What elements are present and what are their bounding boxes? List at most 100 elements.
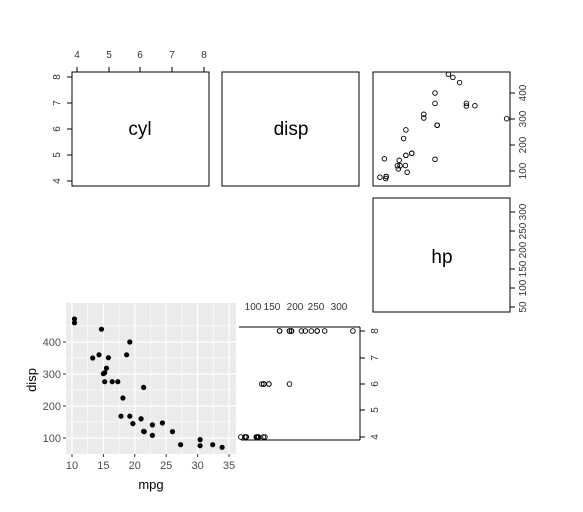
tick-cyl-right-5: 5 xyxy=(370,407,381,413)
ggplot-point xyxy=(141,384,147,390)
hp-disp-point xyxy=(432,156,438,163)
ggplot-point xyxy=(178,442,184,448)
ggplot-point xyxy=(71,316,78,322)
hp-disp-point xyxy=(445,71,452,78)
hp-cyl-point xyxy=(350,328,356,334)
tick-hp-y-150: 150 xyxy=(518,260,529,277)
hp-cyl-points xyxy=(238,328,356,440)
tick-cyl-right-6: 6 xyxy=(370,381,381,387)
tick-cyl-y-7: 7 xyxy=(52,100,63,106)
hp-cyl-point xyxy=(253,434,259,440)
tick-hp-x-150: 150 xyxy=(264,302,281,313)
ggplot-point xyxy=(197,443,203,449)
ggplot-x-tick-label: 30 xyxy=(191,460,203,472)
hp-cyl-point xyxy=(298,328,305,334)
ggplot-point xyxy=(124,352,130,358)
axis-hp-right xyxy=(509,211,515,308)
hp-disp-point xyxy=(472,102,478,109)
hp-cyl-point xyxy=(238,434,244,440)
tick-cyl-x-4: 4 xyxy=(74,50,80,61)
diagonal-label-disp: disp xyxy=(274,119,309,140)
hp-disp-points xyxy=(377,71,510,182)
ggplot-x-tick-label: 10 xyxy=(66,460,78,472)
hp-disp-point xyxy=(456,79,463,86)
hp-disp-point xyxy=(503,115,510,122)
ggplot-point xyxy=(219,444,225,450)
ggplot-point xyxy=(118,413,124,419)
ggplot-y-tick-label: 100 xyxy=(43,433,61,445)
ggplot-x-ticks: 10 15 20 25 30 35 xyxy=(66,454,235,472)
hp-disp-point xyxy=(432,100,438,107)
ggplot-point xyxy=(120,395,126,401)
tick-hp-x-100: 100 xyxy=(245,302,262,313)
axis-cyl-left xyxy=(67,76,73,182)
ggplot-panel-background xyxy=(66,303,236,454)
tick-cyl-x-6: 6 xyxy=(137,50,143,61)
hp-disp-point xyxy=(450,74,456,81)
ggplot-point xyxy=(197,437,203,443)
hp-disp-point xyxy=(421,115,427,121)
ggplot-y-tick-label: 300 xyxy=(43,369,61,381)
hp-disp-point xyxy=(383,173,389,180)
axis-disp-right xyxy=(509,92,515,172)
ggplot-point xyxy=(96,352,102,358)
tick-disp-y-200: 200 xyxy=(518,136,529,153)
ggplot-point xyxy=(159,420,165,426)
hp-disp-point xyxy=(396,157,402,164)
hp-disp-point xyxy=(463,103,470,109)
hp-disp-point xyxy=(434,122,440,128)
ggplot-y-tick-label: 200 xyxy=(43,401,61,413)
ggplot-point xyxy=(130,421,136,427)
ggplot-y-axis-title: disp xyxy=(24,368,39,392)
ggplot-grid xyxy=(66,303,236,454)
ggplot-x-tick-label: 25 xyxy=(160,460,172,472)
hp-disp-point xyxy=(397,163,403,169)
ggplot-y-ticks: 100 200 300 400 xyxy=(43,337,66,445)
tick-disp-y-300: 300 xyxy=(518,110,529,127)
hp-cyl-point xyxy=(276,328,283,334)
ggplot-point xyxy=(100,371,106,377)
hp-cyl-point xyxy=(243,434,250,440)
ggplot-point xyxy=(109,379,115,385)
ggplot-point xyxy=(115,379,121,385)
tick-cyl-right-7: 7 xyxy=(370,355,381,361)
tick-cyl-y-6: 6 xyxy=(52,126,63,132)
tick-disp-y-100: 100 xyxy=(518,162,529,179)
ggplot-point xyxy=(141,428,147,434)
hp-cyl-point xyxy=(302,328,309,334)
ggplot-point xyxy=(127,413,133,419)
panel-hp-disp-scatter xyxy=(372,71,511,187)
ggplot-y-tick-label: 400 xyxy=(43,337,61,349)
ggplot-point xyxy=(103,365,110,371)
hp-cyl-point xyxy=(260,434,267,440)
tick-cyl-x-5: 5 xyxy=(106,50,112,61)
hp-cyl-point xyxy=(288,328,295,334)
ggplot-point xyxy=(90,355,96,361)
ggplot-point xyxy=(127,339,133,345)
hp-disp-point xyxy=(403,127,409,133)
tick-hp-y-50: 50 xyxy=(518,301,529,313)
hp-disp-point xyxy=(381,156,388,162)
tick-cyl-y-4: 4 xyxy=(52,178,63,184)
hp-disp-point xyxy=(408,150,415,157)
hp-cyl-point xyxy=(308,328,315,334)
tick-hp-y-200: 200 xyxy=(518,241,529,258)
hp-cyl-point xyxy=(321,328,328,334)
tick-cyl-x-8: 8 xyxy=(201,50,207,61)
axis-cyl-right-lower xyxy=(360,330,365,438)
hp-disp-point xyxy=(400,135,407,142)
axis-cyl-top xyxy=(76,67,205,73)
hp-disp-point xyxy=(463,100,470,107)
hp-cyl-point xyxy=(266,381,272,387)
ggplot-point xyxy=(138,416,144,422)
tick-cyl-right-8: 8 xyxy=(370,328,381,334)
ggplot-point xyxy=(169,429,176,435)
hp-disp-point xyxy=(402,162,409,169)
panel-disp-diagonal xyxy=(221,71,360,187)
ggplot-x-axis-title: mpg xyxy=(138,477,163,492)
ggplot-point xyxy=(210,442,216,448)
hp-disp-point xyxy=(394,163,401,169)
axis-hp-bottom xyxy=(239,326,361,441)
ggplot-x-tick-label: 20 xyxy=(129,460,141,472)
